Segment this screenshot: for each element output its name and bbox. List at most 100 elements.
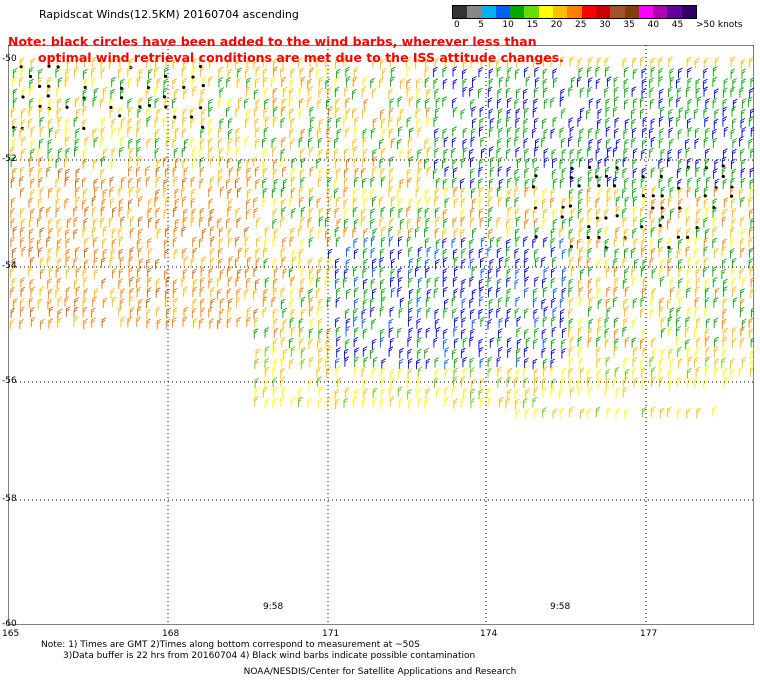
- wind-barb: [741, 126, 747, 138]
- wind-barb: [712, 98, 718, 109]
- wind-barb: [452, 66, 458, 77]
- wind-barb: [479, 106, 485, 117]
- wind-barb: [390, 76, 395, 87]
- wind-barb: [136, 118, 142, 130]
- wind-barb: [650, 57, 656, 69]
- wind-barb: [370, 127, 376, 139]
- contamination-circle: [173, 115, 177, 119]
- wind-barb: [309, 67, 315, 78]
- wind-barb: [163, 116, 168, 128]
- wind-barb: [372, 148, 378, 160]
- wind-barb: [21, 87, 27, 98]
- wind-barb: [390, 66, 396, 78]
- wind-barb: [579, 87, 585, 98]
- wind-barb: [272, 87, 278, 99]
- wind-barb: [703, 78, 708, 90]
- wind-barb: [138, 68, 144, 80]
- wind-barb: [190, 107, 195, 118]
- wind-barb: [300, 76, 306, 87]
- wind-barb: [82, 88, 88, 100]
- wind-barb: [280, 117, 286, 128]
- wind-barb: [660, 148, 666, 160]
- wind-barb: [389, 107, 394, 119]
- wind-barb: [155, 129, 160, 140]
- wind-barb: [597, 138, 603, 149]
- wind-barb: [255, 98, 261, 110]
- wind-barb: [281, 137, 287, 148]
- wind-barb: [372, 57, 378, 68]
- legend-swatch: [553, 6, 568, 18]
- wind-barb: [417, 149, 423, 160]
- wind-barb: [668, 86, 673, 97]
- wind-barb: [685, 147, 691, 158]
- wind-barb: [579, 128, 585, 139]
- wind-barb: [750, 147, 754, 159]
- wind-barb: [372, 156, 378, 167]
- wind-barb: [632, 148, 638, 159]
- wind-barb: [523, 66, 529, 78]
- wind-barb: [703, 137, 709, 148]
- wind-barb: [533, 57, 538, 68]
- wind-barb: [659, 88, 664, 99]
- wind-barb: [38, 96, 44, 108]
- wind-barb: [245, 86, 251, 97]
- wind-barb: [514, 98, 520, 110]
- wind-barb: [73, 116, 79, 128]
- wind-barb: [732, 148, 737, 160]
- wind-barb: [208, 118, 214, 130]
- wind-barb: [460, 108, 466, 120]
- wind-barb: [615, 138, 621, 150]
- wind-barb: [480, 57, 486, 69]
- wind-barb: [569, 56, 575, 67]
- legend-swatch: [453, 6, 468, 18]
- wind-barb: [434, 128, 439, 139]
- wind-barb: [425, 57, 430, 69]
- wind-barb: [614, 128, 619, 139]
- wind-barb: [345, 76, 351, 87]
- wind-barb: [64, 127, 70, 139]
- wind-barb: [418, 158, 423, 170]
- contamination-circle: [191, 75, 195, 79]
- wind-barb: [244, 136, 250, 147]
- wind-barb: [219, 87, 225, 98]
- wind-barb: [11, 138, 17, 149]
- legend-tick-label: 15: [526, 20, 539, 30]
- wind-barb: [208, 106, 214, 117]
- wind-barb: [208, 137, 213, 149]
- wind-barb: [379, 138, 384, 150]
- wind-barb: [91, 67, 96, 78]
- wind-barb: [487, 86, 493, 98]
- wind-barb: [137, 107, 143, 119]
- wind-barb: [289, 128, 295, 139]
- wind-barb: [685, 138, 690, 149]
- wind-barb: [325, 57, 330, 68]
- wind-barb: [596, 57, 602, 68]
- wind-barb: [127, 66, 133, 77]
- wind-barb: [605, 126, 611, 137]
- wind-barb: [588, 56, 593, 68]
- wind-barb: [334, 137, 339, 149]
- wind-barb: [532, 127, 537, 139]
- wind-barb: [623, 128, 629, 139]
- latitude-label: -58: [2, 494, 17, 504]
- wind-barb: [542, 68, 548, 79]
- wind-barb: [128, 138, 134, 149]
- wind-barb: [12, 118, 17, 129]
- wind-barb: [136, 146, 142, 158]
- wind-barb: [416, 118, 422, 129]
- wind-barb: [542, 118, 547, 129]
- wind-barb: [631, 86, 637, 97]
- contamination-circle: [162, 95, 167, 99]
- wind-barb: [11, 107, 16, 118]
- wind-barb: [120, 136, 125, 147]
- wind-barb: [408, 96, 414, 107]
- wind-barb: [20, 66, 26, 77]
- wind-barb: [109, 107, 115, 118]
- wind-barb: [48, 156, 53, 168]
- wind-barb: [497, 88, 503, 99]
- wind-barb: [253, 89, 259, 100]
- wind-barb: [84, 136, 90, 147]
- wind-barb: [264, 98, 269, 110]
- wind-barb: [82, 106, 88, 117]
